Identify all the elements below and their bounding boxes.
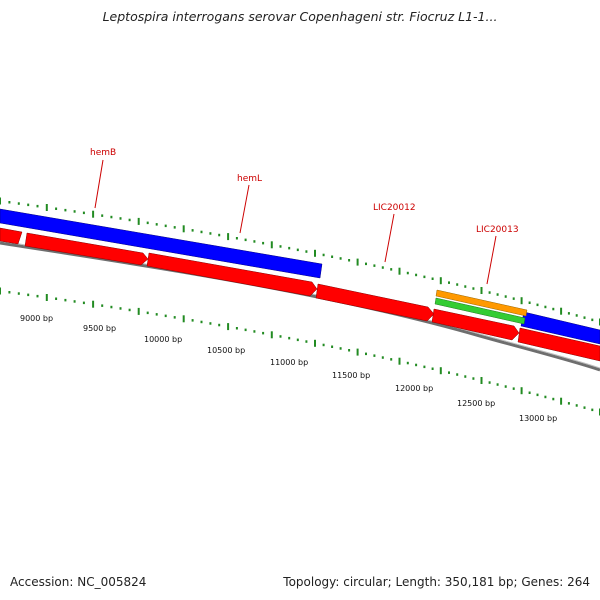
- leader-line-LIC20012: [384, 213, 395, 263]
- gene-label-LIC20013[interactable]: LIC20013: [476, 225, 519, 235]
- gene-label-LIC20012[interactable]: LIC20012: [373, 203, 416, 213]
- outer-tick-ring: [0, 197, 600, 326]
- gene-label-hemB[interactable]: hemB: [90, 148, 116, 158]
- green-feature[interactable]: [434, 297, 526, 325]
- reverse-cds-6[interactable]: [517, 327, 600, 362]
- inner-tick-ring: [0, 287, 600, 416]
- bp-label-9500: 9500 bp: [83, 324, 116, 333]
- forward-cds-hemB-hemL[interactable]: [0, 208, 323, 279]
- accession-label: Accession: NC_005824: [10, 575, 147, 589]
- genome-stats-label: Topology: circular; Length: 350,181 bp; …: [283, 575, 590, 589]
- leader-line-LIC20013: [486, 235, 497, 285]
- orange-feature[interactable]: [435, 289, 528, 317]
- bp-label-11500: 11500 bp: [332, 371, 370, 380]
- reverse-cds-3[interactable]: [146, 252, 318, 297]
- leader-line-hemL: [239, 184, 250, 234]
- bp-label-13000: 13000 bp: [519, 414, 557, 423]
- reverse-cds-2[interactable]: [24, 232, 149, 266]
- bp-label-12500: 12500 bp: [457, 399, 495, 408]
- bp-label-12000: 12000 bp: [395, 384, 433, 393]
- reverse-cds-1[interactable]: [0, 227, 23, 245]
- reverse-cds-4[interactable]: [315, 283, 435, 322]
- reverse-cds-5[interactable]: [431, 308, 520, 341]
- bp-label-10500: 10500 bp: [207, 346, 245, 355]
- bp-label-9000: 9000 bp: [20, 314, 53, 323]
- leader-line-hemB: [94, 159, 104, 209]
- bp-label-11000: 11000 bp: [270, 358, 308, 367]
- map-title: Leptospira interrogans serovar Copenhage…: [102, 9, 498, 24]
- gene-label-hemL[interactable]: hemL: [237, 174, 262, 184]
- bp-label-10000: 10000 bp: [144, 335, 182, 344]
